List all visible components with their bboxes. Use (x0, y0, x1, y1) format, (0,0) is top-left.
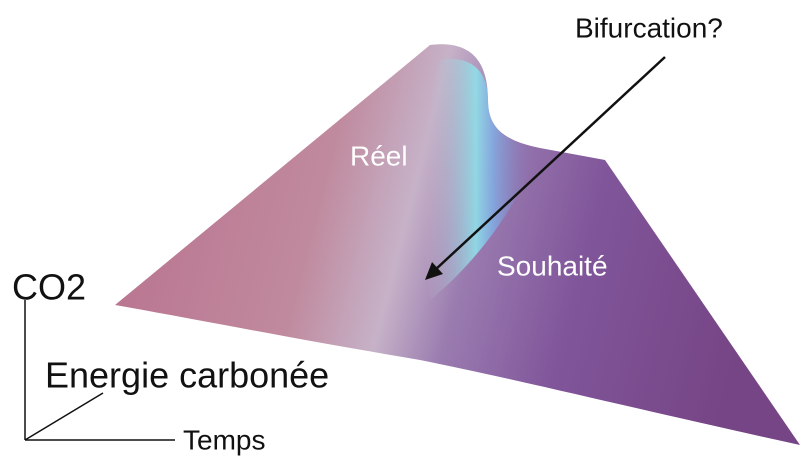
region-label: Souhaité (497, 250, 608, 281)
diagram: Bifurcation? Réel Souhaité CO2 Energie c… (0, 0, 805, 462)
region-label: Réel (350, 140, 408, 171)
annotation: Bifurcation? (575, 12, 723, 43)
axis-label: Energie carbonée (45, 355, 329, 396)
axis-depth (25, 393, 103, 440)
axis-label: Temps (183, 424, 265, 455)
axis-label: CO2 (12, 267, 86, 308)
